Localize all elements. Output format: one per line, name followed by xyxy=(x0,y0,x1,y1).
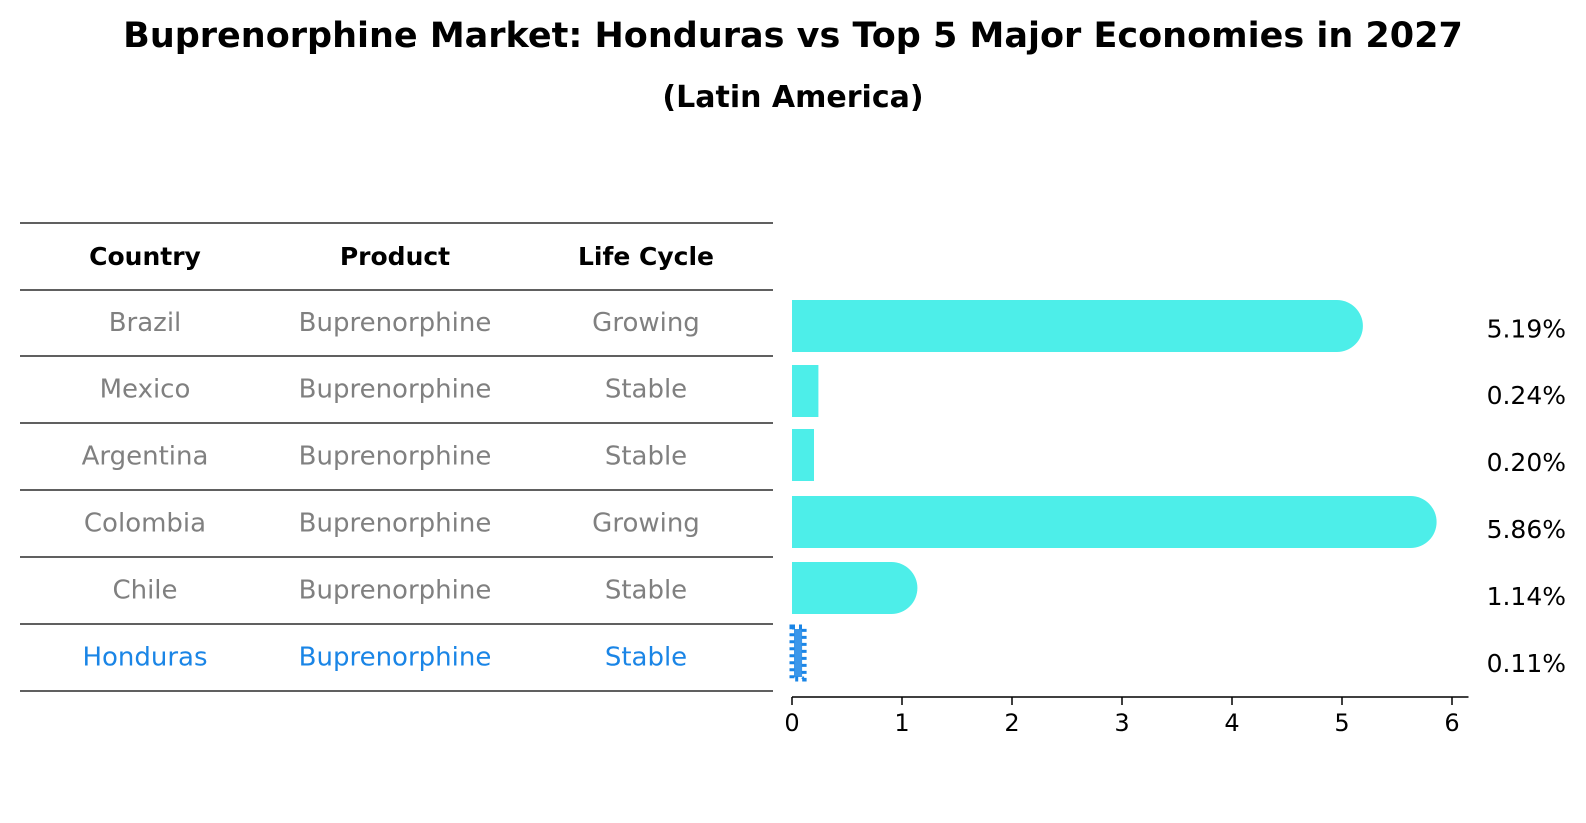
value-label-argentina: 0.20% xyxy=(1487,448,1566,477)
cell-product: Buprenorphine xyxy=(299,442,492,472)
bar-fill-honduras xyxy=(794,629,803,677)
header-life-cycle: Life Cycle xyxy=(578,242,714,271)
header-product: Product xyxy=(340,242,450,271)
cell-life-cycle: Stable xyxy=(605,576,687,606)
cell-product: Buprenorphine xyxy=(299,509,492,539)
x-tick-label: 2 xyxy=(1004,709,1019,737)
chart-title: Buprenorphine Market: Honduras vs Top 5 … xyxy=(123,16,1463,56)
bar-honduras xyxy=(789,624,807,682)
bar-brazil xyxy=(792,300,1363,352)
x-tick-label: 1 xyxy=(894,709,909,737)
cell-life-cycle: Stable xyxy=(605,643,687,673)
cell-life-cycle: Stable xyxy=(605,375,687,405)
value-label-brazil: 5.19% xyxy=(1487,315,1566,344)
cell-country: Brazil xyxy=(109,308,182,338)
chart-subtitle: (Latin America) xyxy=(662,80,924,115)
cell-product: Buprenorphine xyxy=(299,643,492,673)
x-tick-label: 4 xyxy=(1224,709,1239,737)
x-tick-label: 3 xyxy=(1114,709,1129,737)
cell-life-cycle: Growing xyxy=(592,308,700,338)
value-label-mexico: 0.24% xyxy=(1487,381,1566,410)
cell-country: Colombia xyxy=(84,509,206,539)
x-tick-label: 6 xyxy=(1444,709,1459,737)
header-country: Country xyxy=(89,242,201,271)
x-tick-label: 0 xyxy=(784,709,799,737)
bar-chile xyxy=(792,562,918,614)
cell-life-cycle: Growing xyxy=(592,509,700,539)
x-tick-label: 5 xyxy=(1334,709,1349,737)
cell-product: Buprenorphine xyxy=(299,308,492,338)
value-label-honduras: 0.11% xyxy=(1487,649,1566,678)
value-label-chile: 1.14% xyxy=(1487,582,1566,611)
cell-product: Buprenorphine xyxy=(299,576,492,606)
bar-argentina xyxy=(792,429,814,481)
cell-country: Mexico xyxy=(100,375,191,405)
cell-country: Argentina xyxy=(82,442,209,472)
bar-colombia xyxy=(792,496,1437,548)
bar-mexico xyxy=(792,365,819,417)
cell-life-cycle: Stable xyxy=(605,442,687,472)
cell-product: Buprenorphine xyxy=(299,375,492,405)
cell-country: Honduras xyxy=(82,643,207,673)
cell-country: Chile xyxy=(112,576,177,606)
value-label-colombia: 5.86% xyxy=(1487,515,1566,544)
